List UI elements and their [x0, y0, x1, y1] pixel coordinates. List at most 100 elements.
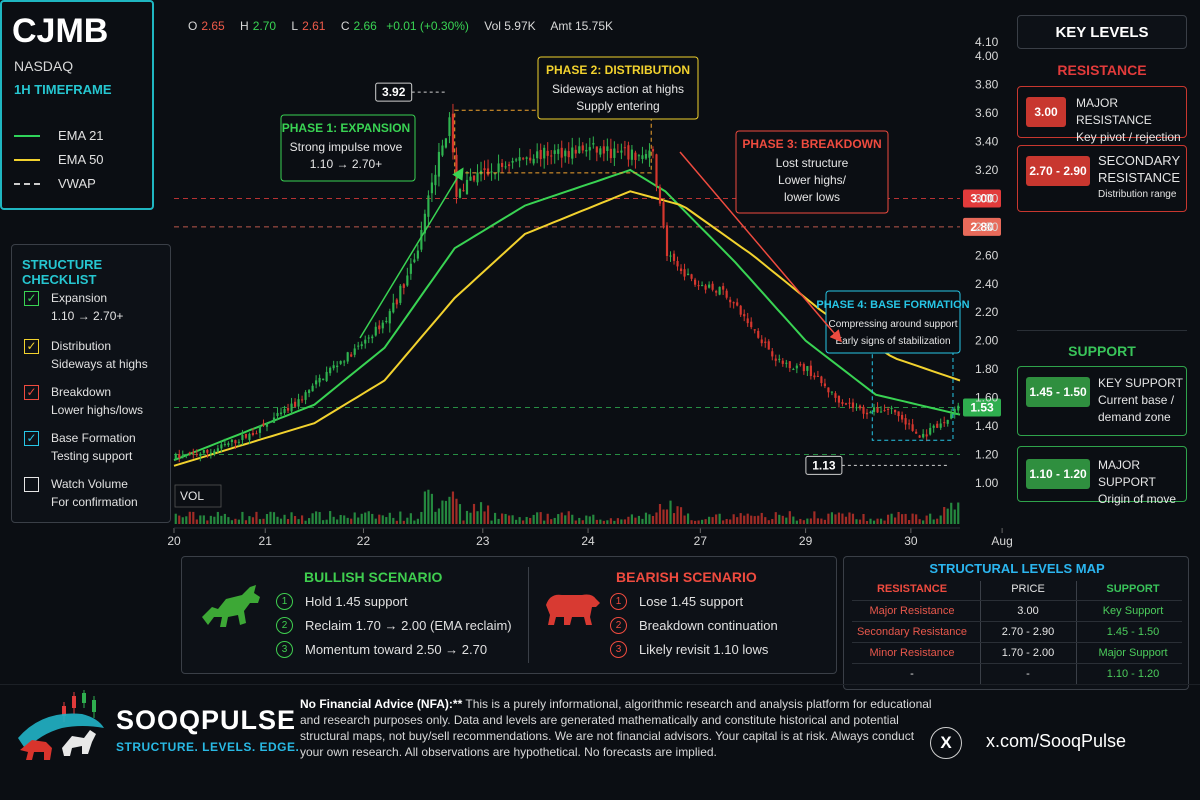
checklist-sub: Testing support — [51, 449, 133, 463]
candle-body — [686, 273, 690, 276]
volume-bar — [704, 519, 707, 524]
checklist-item-distribution[interactable]: ✓ Distribution Sideways at highs — [24, 337, 148, 373]
candle-body — [511, 160, 514, 163]
candle-body — [216, 448, 219, 452]
candle-body — [918, 435, 921, 438]
candle-body — [339, 361, 342, 364]
level-badge: 3.00 — [1026, 97, 1066, 127]
candle-body — [476, 172, 479, 183]
check-icon[interactable]: ✓ — [24, 339, 39, 354]
volume-bar — [665, 509, 669, 524]
volume-bar — [851, 513, 855, 524]
ohlc-amount: Amt 15.75K — [550, 19, 614, 33]
candle-body — [750, 321, 753, 328]
phase-title: PHASE 1: EXPANSION — [282, 121, 410, 135]
candle-body — [760, 339, 763, 344]
map-cell: 2.70 - 2.90 — [1001, 626, 1055, 638]
x-tick-label: 23 — [476, 534, 490, 548]
disclaimer-body: This is a purely informational, algorith… — [300, 697, 932, 759]
volume-bar — [346, 517, 349, 524]
checklist-item-base-formation[interactable]: ✓ Base Formation Testing support — [24, 429, 136, 465]
candle-body — [739, 305, 742, 315]
candle-body — [774, 358, 777, 361]
volume-bar — [869, 518, 872, 524]
candle-body — [595, 146, 598, 153]
volume-bar — [472, 503, 476, 524]
volume-bar — [697, 520, 700, 524]
candle-body — [290, 403, 293, 412]
checklist-label: Watch Volume — [51, 477, 128, 491]
candle-body — [241, 434, 244, 441]
candle-body — [515, 159, 518, 161]
candle-body — [729, 299, 732, 303]
brand-tagline: STRUCTURE. LEVELS. EDGE. — [116, 740, 300, 754]
volume-bar — [795, 520, 798, 524]
volume-bar — [237, 519, 241, 524]
candle-body — [693, 279, 697, 285]
volume-bar — [518, 517, 521, 524]
candle-body — [890, 407, 893, 409]
major-resistance-card: 3.00 MAJOR RESISTANCE Key pivot / rejecti… — [1017, 86, 1187, 144]
volume-bar — [613, 520, 616, 524]
volume-bar — [357, 517, 360, 524]
candle-body — [908, 423, 911, 425]
map-header-resistance: RESISTANCE — [876, 583, 948, 595]
x-logo-icon[interactable]: X — [930, 727, 962, 759]
candle-body — [697, 285, 700, 287]
candle-body — [248, 433, 251, 440]
candle-body — [192, 452, 195, 454]
legend-ema21-label: EMA 21 — [58, 128, 104, 143]
candle-body — [311, 385, 314, 392]
volume-bar — [904, 513, 907, 524]
volume-bar — [774, 512, 777, 524]
candle-body — [371, 336, 374, 339]
candle-body — [199, 453, 202, 456]
x-tick-label: 20 — [167, 534, 181, 548]
volume-bar — [220, 515, 223, 524]
volume-bar — [329, 511, 332, 524]
bear-item-2: 2 Breakdown continuation — [610, 617, 778, 634]
legend-vwap-label: VWAP — [58, 176, 96, 191]
checklist-item-watch-volume[interactable]: Watch Volume For confirmation — [24, 475, 138, 511]
volume-bar — [911, 513, 914, 524]
volume-bar — [279, 518, 283, 524]
candle-body — [437, 151, 441, 177]
levels-map-title: STRUCTURAL LEVELS MAP — [929, 561, 1105, 576]
bull-item-3: 3 Momentum toward 2.50 → 2.70 — [276, 641, 487, 658]
candle-body — [564, 150, 567, 157]
volume-bar — [946, 508, 949, 524]
volume-bar — [827, 513, 830, 524]
phase-line: Sideways action at highs — [552, 82, 684, 96]
volume-bar — [350, 518, 353, 524]
ema21-line — [173, 168, 961, 462]
checklist-item-expansion[interactable]: ✓ Expansion 1.10 → 2.70+ — [24, 289, 123, 325]
y-tick-label: 2.80 — [975, 220, 999, 234]
volume-bar — [567, 511, 570, 524]
check-icon[interactable]: ✓ — [24, 385, 39, 400]
candle-body — [276, 413, 279, 417]
y-tick-label: 2.60 — [975, 248, 999, 262]
phase-line: Compressing around support — [829, 319, 958, 330]
volume-bar — [757, 515, 760, 524]
check-icon[interactable]: ✓ — [24, 291, 39, 306]
volume-bar — [529, 517, 532, 524]
volume-bar — [199, 515, 202, 524]
check-icon[interactable]: ✓ — [24, 431, 39, 446]
candle-body — [546, 150, 549, 156]
candle-body — [308, 390, 311, 394]
volume-bar — [809, 518, 812, 524]
candle-body — [497, 163, 500, 173]
candle-body — [648, 150, 651, 158]
volume-bar — [648, 514, 651, 524]
candle-body — [560, 147, 563, 158]
volume-bar — [536, 512, 539, 524]
checkbox-empty-icon[interactable] — [24, 477, 39, 492]
checklist-item-breakdown[interactable]: ✓ Breakdown Lower highs/lows — [24, 383, 143, 419]
x-handle-link[interactable]: x.com/SooqPulse — [986, 731, 1127, 751]
volume-bar — [227, 517, 230, 524]
volume-bar — [515, 519, 518, 524]
volume-bar — [606, 520, 609, 524]
legend-ema21: EMA 21 — [14, 128, 104, 143]
volume-bar — [416, 518, 419, 524]
